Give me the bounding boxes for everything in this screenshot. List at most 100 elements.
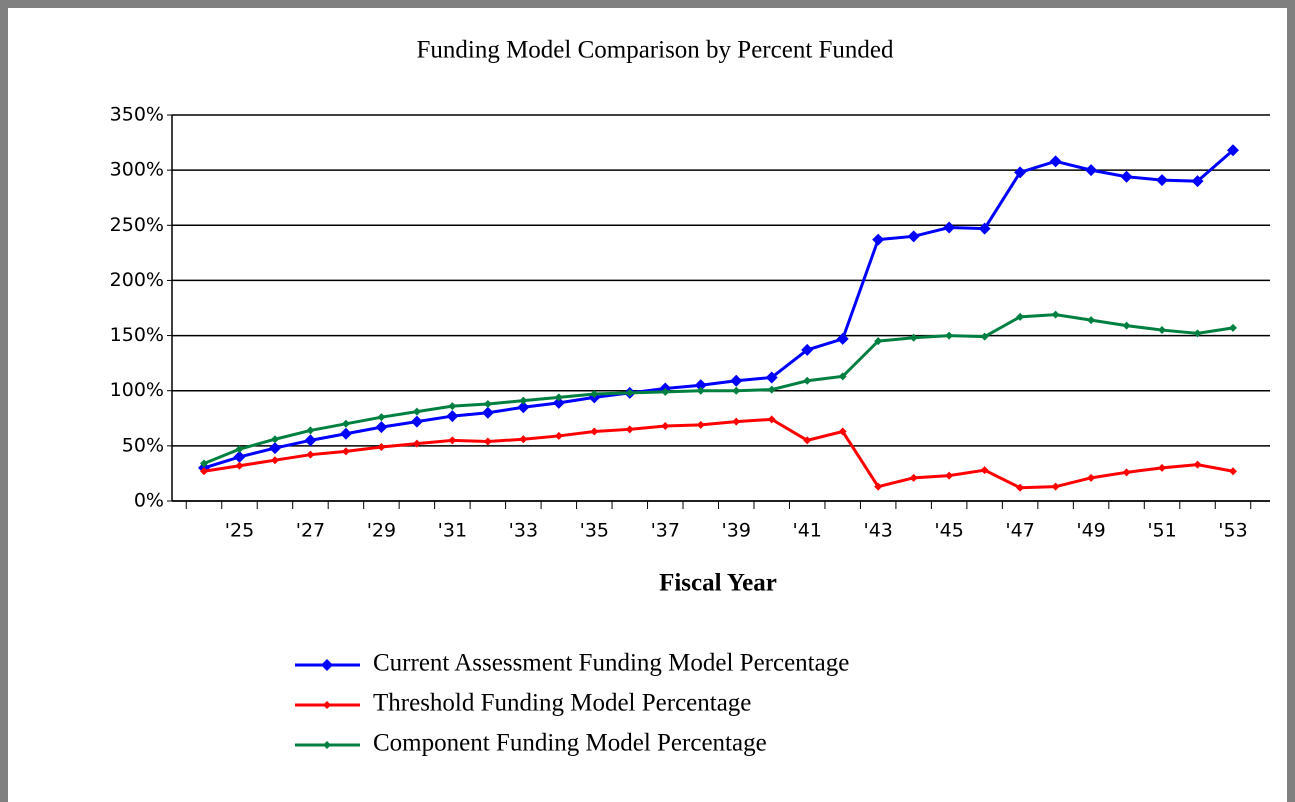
marker — [730, 374, 743, 387]
x-tick-label: '49 — [1076, 520, 1105, 542]
legend-label: Component Funding Model Percentage — [373, 730, 767, 757]
marker — [590, 427, 599, 436]
legend-label: Threshold Funding Model Percentage — [373, 690, 751, 717]
marker — [980, 332, 989, 341]
x-tick-label: '31 — [438, 520, 467, 542]
legend-marker — [323, 701, 331, 709]
marker — [1049, 155, 1062, 168]
marker — [1158, 326, 1167, 335]
marker — [661, 422, 670, 431]
marker — [235, 445, 244, 454]
x-tick-label: '27 — [296, 520, 325, 542]
marker — [519, 396, 528, 405]
marker — [874, 482, 883, 491]
x-tick-label: '35 — [580, 520, 609, 542]
marker — [907, 230, 920, 243]
y-tick-label: 300% — [110, 159, 164, 181]
marker — [1120, 170, 1133, 183]
marker — [1193, 460, 1202, 469]
marker — [1016, 312, 1025, 321]
marker — [200, 459, 208, 468]
marker — [836, 332, 849, 345]
marker — [268, 442, 281, 455]
marker — [909, 473, 918, 482]
marker — [767, 415, 776, 424]
series-line — [203, 149, 1234, 470]
x-tick-label: '37 — [651, 520, 680, 542]
legend-marker — [321, 659, 333, 671]
marker — [235, 461, 244, 470]
marker — [481, 406, 494, 419]
marker — [1014, 166, 1027, 179]
marker — [519, 435, 528, 444]
marker — [270, 456, 279, 465]
marker — [732, 417, 741, 426]
marker — [375, 421, 388, 434]
marker — [483, 399, 492, 408]
marker — [446, 410, 459, 423]
marker — [412, 439, 421, 448]
marker — [1051, 482, 1060, 491]
x-tick-label: '51 — [1147, 520, 1176, 542]
x-tick-label: '47 — [1005, 520, 1034, 542]
marker — [838, 372, 847, 381]
marker — [483, 437, 492, 446]
x-tick-label: '53 — [1218, 520, 1247, 542]
marker — [838, 427, 847, 436]
y-tick-label: 150% — [110, 324, 164, 346]
y-tick-label: 200% — [110, 269, 164, 291]
marker — [696, 420, 705, 429]
marker — [765, 371, 778, 384]
marker — [554, 431, 563, 440]
marker — [304, 434, 317, 447]
legend-marker — [323, 741, 331, 749]
marker — [1087, 316, 1096, 325]
marker — [1016, 483, 1025, 492]
marker — [1227, 144, 1239, 157]
marker — [803, 376, 812, 385]
marker — [945, 471, 954, 480]
marker — [377, 413, 386, 422]
marker — [341, 447, 350, 456]
marker — [200, 467, 208, 476]
marker — [1193, 329, 1202, 338]
marker — [694, 379, 707, 392]
x-tick-label: '39 — [722, 520, 751, 542]
marker — [270, 435, 279, 444]
marker — [945, 331, 954, 340]
marker — [554, 393, 563, 402]
marker — [1051, 310, 1060, 319]
marker — [1156, 174, 1169, 187]
marker — [872, 233, 885, 246]
marker — [341, 419, 350, 428]
marker — [767, 385, 776, 394]
marker — [661, 387, 670, 396]
x-tick-label: '43 — [863, 520, 892, 542]
marker — [1191, 175, 1204, 188]
marker — [732, 386, 741, 395]
marker — [1229, 467, 1237, 476]
legend-label: Current Assessment Funding Model Percent… — [373, 650, 849, 677]
marker — [448, 436, 457, 445]
marker — [410, 415, 423, 428]
series-line — [203, 417, 1234, 490]
y-tick-label: 0% — [134, 490, 164, 512]
marker — [1158, 463, 1167, 472]
x-tick-label: '41 — [793, 520, 822, 542]
marker — [306, 450, 315, 459]
x-tick-label: '33 — [509, 520, 538, 542]
marker — [980, 466, 989, 475]
marker — [377, 442, 386, 451]
marker — [1122, 468, 1131, 477]
marker — [1085, 164, 1098, 177]
marker — [625, 388, 634, 397]
marker — [339, 427, 352, 440]
marker — [801, 343, 814, 356]
x-tick-label: '25 — [225, 520, 254, 542]
marker — [412, 407, 421, 416]
chart-title: Funding Model Comparison by Percent Fund… — [416, 37, 894, 64]
x-tick-label: '45 — [934, 520, 963, 542]
marker — [696, 386, 705, 395]
